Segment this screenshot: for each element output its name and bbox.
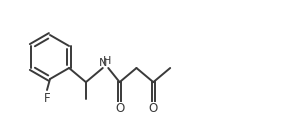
Text: O: O <box>115 102 124 115</box>
Text: H: H <box>103 56 112 67</box>
Text: N: N <box>99 58 108 69</box>
Text: O: O <box>149 102 158 115</box>
Text: F: F <box>44 91 50 105</box>
